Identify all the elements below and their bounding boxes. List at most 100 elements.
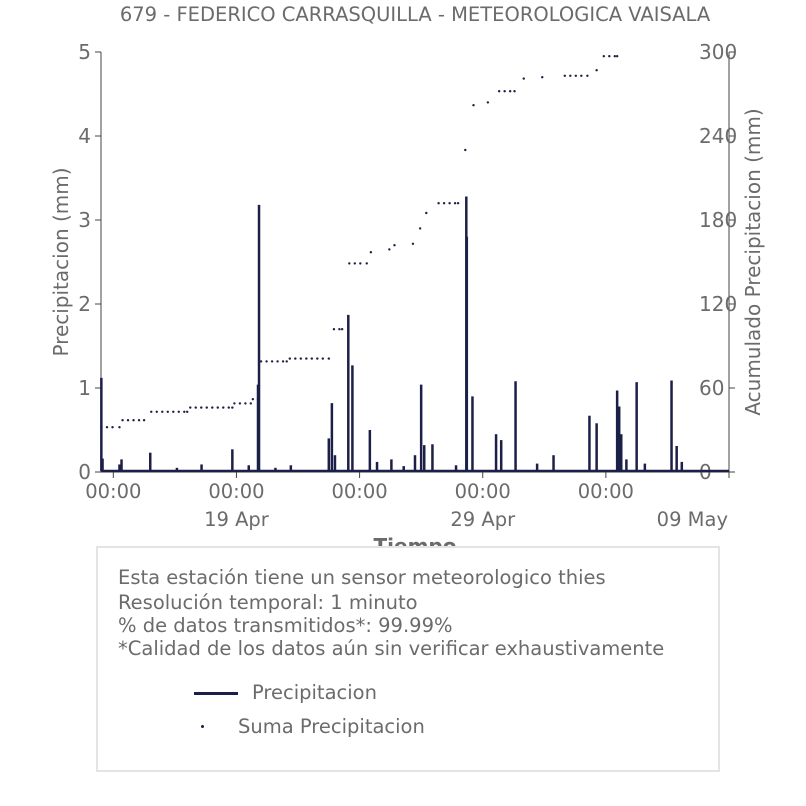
sum-point [393, 244, 396, 247]
y-tick-label-left: 5 [78, 40, 91, 64]
y-tick-label-left: 4 [78, 124, 91, 148]
y-tick-label-right: 60 [699, 376, 724, 400]
sum-point [310, 357, 314, 360]
sum-point [348, 262, 351, 265]
sum-point [608, 55, 611, 58]
sum-point [244, 402, 247, 405]
sum-point [231, 406, 234, 409]
chart-title: 679 - FEDERICO CARRASQUILLA - METEOROLOG… [120, 3, 711, 26]
sum-point [166, 410, 169, 413]
sum-point [189, 406, 192, 409]
sum-point [353, 262, 357, 265]
sum-point [316, 357, 319, 360]
sum-point [497, 90, 501, 93]
sum-point [142, 419, 146, 422]
sum-point [321, 357, 325, 360]
sum-point [563, 74, 567, 78]
sum-point [327, 357, 331, 360]
x-tick-sublabel: 19 Apr [204, 508, 270, 531]
info-transmitted-text: % de datos transmitidos*: 99.99% [118, 614, 453, 637]
x-tick-label: 00:00 [331, 480, 387, 503]
sum-point [177, 410, 180, 413]
sum-point [211, 406, 214, 409]
sum-point [150, 410, 153, 413]
sum-point [448, 202, 451, 205]
sum-point [305, 357, 308, 360]
sum-point [249, 402, 253, 405]
sum-point [285, 360, 288, 363]
series-precipitacion [100, 196, 729, 473]
sum-point [270, 360, 274, 363]
sum-point [299, 357, 303, 360]
info-quality-text: *Calidad de los datos aún sin verificar … [118, 637, 665, 660]
sum-point [595, 69, 598, 72]
info-sensor-text: Esta estación tiene un sensor meteorolog… [118, 566, 606, 589]
legend-label-suma: Suma Precipitacion [238, 715, 425, 738]
sum-point [503, 90, 506, 93]
sum-point [294, 357, 297, 360]
sum-point [586, 74, 589, 78]
sum-point [111, 426, 114, 429]
sum-point [281, 360, 285, 363]
sum-point [442, 202, 446, 205]
sum-point [205, 406, 208, 409]
sum-point [183, 410, 186, 413]
sum-point [464, 148, 467, 152]
sum-point [486, 101, 490, 104]
legend-label-precipitacion: Precipitacion [252, 681, 377, 704]
sum-point [200, 406, 203, 409]
x-tick-sublabel: 09 May [657, 508, 728, 531]
sum-point [574, 74, 578, 78]
sum-point [541, 76, 544, 79]
y-tick-label-right: 240 [699, 124, 737, 148]
sum-point [118, 426, 121, 429]
sum-point [365, 262, 368, 265]
legend-dot-swatch [201, 725, 204, 728]
sum-point [338, 328, 341, 331]
x-tick-label: 00:00 [208, 480, 264, 503]
sum-point [472, 104, 475, 107]
sum-point [369, 251, 373, 254]
sum-point [411, 242, 415, 245]
sum-point [276, 360, 279, 363]
y-tick-label-left: 3 [78, 208, 91, 232]
sum-point [453, 202, 457, 205]
sum-point [227, 406, 230, 409]
sum-point [194, 406, 197, 409]
sum-point [132, 419, 135, 422]
sum-point [580, 74, 583, 78]
sum-point [172, 410, 175, 413]
x-tick-label: 00:00 [578, 480, 634, 503]
sum-point [288, 357, 292, 360]
sum-point [126, 419, 130, 422]
sum-point [418, 227, 422, 230]
sum-point [359, 262, 362, 265]
y-tick-label-left: 1 [78, 376, 91, 400]
sum-point [613, 55, 617, 58]
sum-point [185, 410, 189, 413]
sum-point [256, 398, 260, 401]
sum-point [437, 202, 440, 205]
series-suma-precipitacion [100, 55, 619, 429]
sum-point [265, 360, 268, 363]
sum-point [105, 426, 109, 429]
sum-point [222, 406, 225, 409]
sum-point [216, 406, 219, 409]
y-axis-left-label: Precipitacion (mm) [49, 167, 73, 356]
x-tick-label: 00:00 [85, 480, 141, 503]
sum-point [251, 398, 255, 401]
sum-point [615, 55, 619, 58]
sum-point [121, 419, 124, 422]
x-tick-sublabel: 29 Apr [450, 508, 516, 531]
y-axis-right-label: Acumulado Precipitacion (mm) [741, 108, 765, 415]
sum-point [100, 426, 103, 429]
info-resolution-text: Resolución temporal: 1 minuto [118, 591, 418, 614]
y-tick-label-right: 120 [699, 292, 737, 316]
sum-point [161, 410, 164, 413]
precipitation-chart: 679 - FEDERICO CARRASQUILLA - METEOROLOG… [49, 3, 765, 546]
sum-point [155, 410, 158, 413]
y-tick-label-left: 2 [78, 292, 91, 316]
sum-point [513, 90, 516, 93]
y-tick-label-right: 300 [699, 40, 737, 64]
